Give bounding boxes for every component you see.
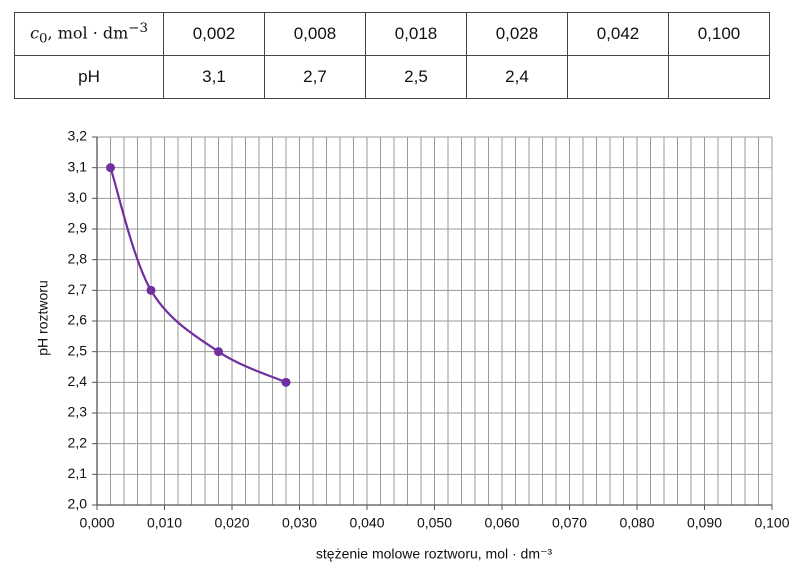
y-tick-label: 3,2 <box>68 128 88 144</box>
table-cell: 0,018 <box>365 12 467 56</box>
x-tick-label: 0,030 <box>282 515 317 531</box>
table-cell: 2,5 <box>365 55 467 99</box>
x-tick-label: 0,070 <box>552 515 587 531</box>
y-tick-label: 2,1 <box>68 465 88 481</box>
y-tick-label: 3,0 <box>68 189 88 205</box>
table-cell: 0,042 <box>567 12 669 56</box>
x-axis-label: stężenie molowe roztworu, mol · dm⁻³ <box>316 546 552 562</box>
unit: , mol · dm <box>47 23 129 43</box>
table-row: pH 3,1 2,7 2,5 2,4 <box>14 55 770 99</box>
table-cell: 2,7 <box>264 55 366 99</box>
y-tick-label: 2,5 <box>68 342 88 358</box>
x-tick-label: 0,000 <box>79 515 114 531</box>
data-table: c0, mol · dm−3 0,002 0,008 0,018 0,028 0… <box>14 12 770 99</box>
x-tick-label: 0,020 <box>214 515 249 531</box>
data-point <box>281 377 291 387</box>
table-cell <box>567 55 669 99</box>
y-axis-label: pH roztworu <box>35 280 51 355</box>
x-tick-label: 0,090 <box>687 515 722 531</box>
y-tick-label: 2,0 <box>68 496 88 512</box>
y-tick-label: 2,9 <box>68 220 88 236</box>
y-tick-label: 2,7 <box>68 281 88 297</box>
y-tick-label: 2,3 <box>68 404 88 420</box>
table-cell: 3,1 <box>163 55 265 99</box>
table-cell: 0,002 <box>163 12 265 56</box>
x-tick-label: 0,040 <box>349 515 384 531</box>
data-point <box>106 163 115 173</box>
x-tick-label: 0,060 <box>484 515 519 531</box>
x-tick-label: 0,010 <box>147 515 182 531</box>
y-tick-label: 2,2 <box>68 434 88 450</box>
x-tick-label: 0,080 <box>619 515 654 531</box>
y-tick-label: 3,1 <box>68 158 88 174</box>
y-tick-label: 2,4 <box>68 373 88 389</box>
x-tick-label: 0,100 <box>754 515 789 531</box>
y-tick-label: 2,6 <box>68 312 88 328</box>
data-line <box>109 167 287 384</box>
table-cell: 2,4 <box>466 55 568 99</box>
subscript: 0 <box>39 31 48 47</box>
table-cell: c0, mol · dm−3 <box>14 12 164 56</box>
x-tick-label: 0,050 <box>417 515 452 531</box>
table-cell: 0,028 <box>466 12 568 56</box>
table-cell <box>668 55 770 99</box>
table-row: c0, mol · dm−3 0,002 0,008 0,018 0,028 0… <box>14 12 770 56</box>
table-cell: 0,008 <box>264 12 366 56</box>
symbol: c <box>30 23 40 43</box>
data-point <box>214 347 223 357</box>
y-tick-label: 2,8 <box>68 250 88 266</box>
exponent: −3 <box>128 21 148 37</box>
data-point <box>146 285 156 295</box>
